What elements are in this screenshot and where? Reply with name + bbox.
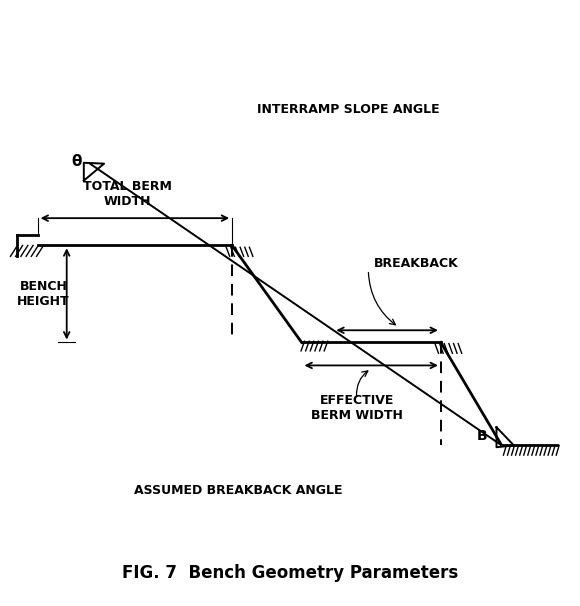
Text: BENCH
HEIGHT: BENCH HEIGHT: [17, 280, 70, 308]
Text: EFFECTIVE
BERM WIDTH: EFFECTIVE BERM WIDTH: [311, 394, 403, 422]
Text: ASSUMED BREAKBACK ANGLE: ASSUMED BREAKBACK ANGLE: [133, 484, 342, 498]
Text: TOTAL BERM
WIDTH: TOTAL BERM WIDTH: [83, 180, 172, 208]
Text: B: B: [477, 429, 488, 444]
Text: INTERRAMP SLOPE ANGLE: INTERRAMP SLOPE ANGLE: [257, 102, 439, 116]
Text: $\bf{\theta}$: $\bf{\theta}$: [71, 153, 82, 168]
Text: FIG. 7  Bench Geometry Parameters: FIG. 7 Bench Geometry Parameters: [122, 564, 458, 582]
Text: BREAKBACK: BREAKBACK: [374, 257, 459, 270]
